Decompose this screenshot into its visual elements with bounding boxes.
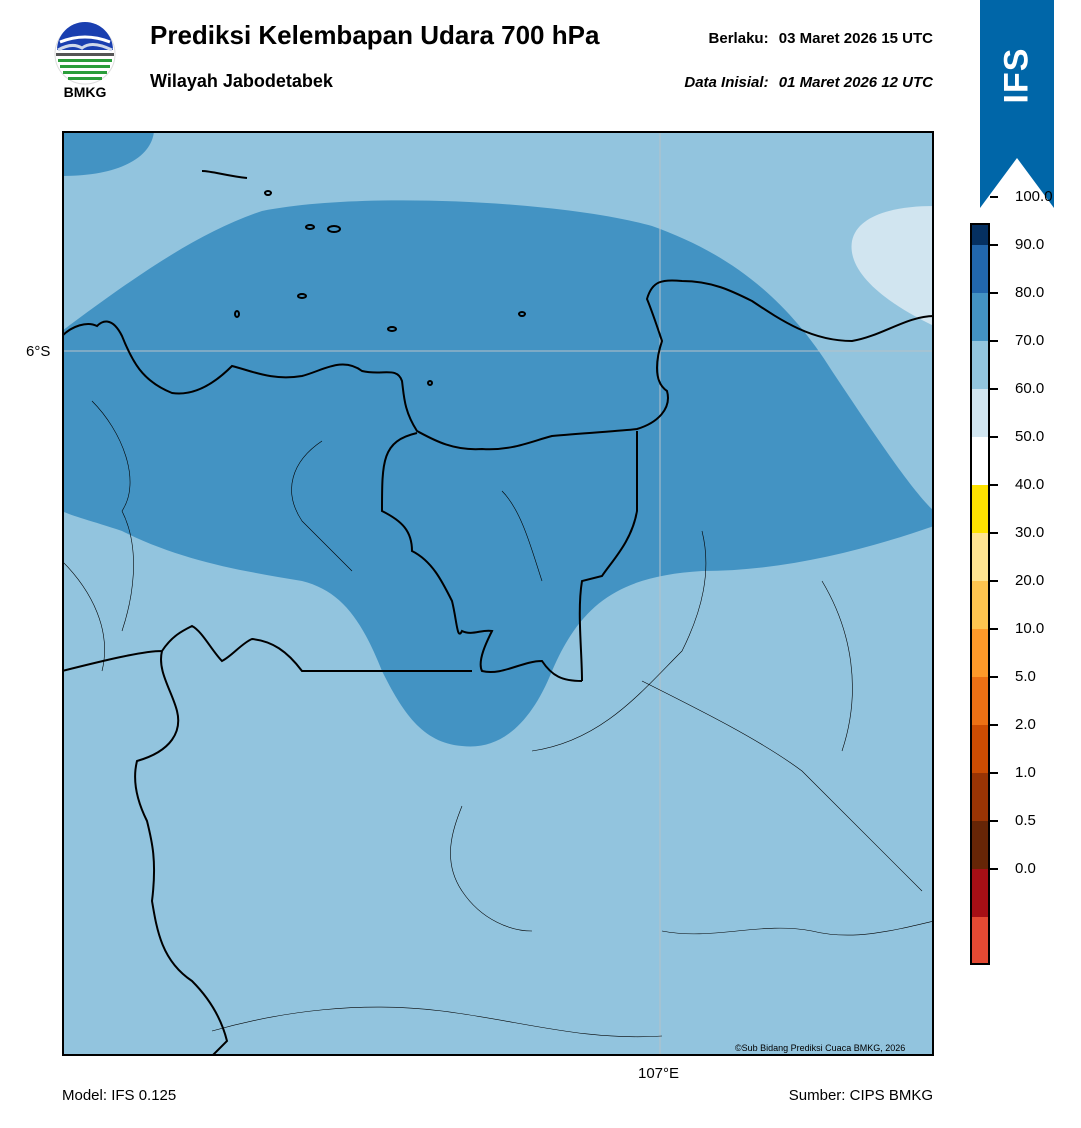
- colorbar-tick-mark: [990, 772, 998, 774]
- initial-label: Data Inisial:: [684, 74, 769, 91]
- logo-text: BMKG: [63, 84, 107, 100]
- valid-label: Berlaku:: [708, 30, 769, 47]
- colorbar-tick-mark: [990, 868, 998, 870]
- colorbar: [970, 223, 990, 965]
- colorbar-tick-label: 60.0: [1015, 380, 1045, 397]
- colorbar-tick-mark: [990, 292, 998, 294]
- colorbar-tick-label: 20.0: [1015, 572, 1045, 589]
- colorbar-segment: [970, 581, 990, 629]
- region-subtitle: Wilayah Jabodetabek: [150, 71, 333, 91]
- colorbar-tick-label: 30.0: [1015, 524, 1045, 541]
- colorbar-segment: [970, 485, 990, 533]
- colorbar-segment: [970, 223, 990, 245]
- valid-time: Berlaku: 03 Maret 2026 15 UTC: [709, 30, 933, 47]
- colorbar-tick-mark: [990, 628, 998, 630]
- source-info: Sumber: CIPS BMKG: [788, 1087, 933, 1104]
- thousand-islands: [201, 170, 526, 386]
- colorbar-tick-mark: [990, 244, 998, 246]
- initial-value: 01 Maret 2026 12 UTC: [778, 74, 933, 91]
- colorbar-segment: [970, 821, 990, 869]
- colorbar-tick-label: 80.0: [1015, 284, 1045, 301]
- colorbar-segment: [970, 917, 990, 965]
- model-info: Model: IFS 0.125: [62, 1087, 177, 1104]
- colorbar-tick-label: 10.0: [1015, 620, 1045, 637]
- colorbar-segment: [970, 437, 990, 485]
- regency-borders: [62, 400, 934, 1038]
- coastline: [62, 279, 934, 451]
- colorbar-tick-label: 70.0: [1015, 332, 1045, 349]
- colorbar-segment: [970, 245, 990, 293]
- band-70-80: [62, 200, 934, 747]
- latitude-label: 6°S: [26, 343, 51, 360]
- colorbar-tick-label: 0.0: [1015, 860, 1036, 877]
- colorbar-tick-mark: [990, 196, 998, 198]
- colorbar-segment: [970, 629, 990, 677]
- colorbar-tick-mark: [990, 580, 998, 582]
- colorbar-segment: [970, 389, 990, 437]
- colorbar-segment: [970, 773, 990, 821]
- colorbar-frame: [970, 223, 990, 965]
- colorbar-tick-label: 90.0: [1015, 236, 1045, 253]
- model-badge-text: IFS: [997, 47, 1036, 103]
- colorbar-tick-label: 5.0: [1015, 668, 1036, 685]
- model-badge: IFS: [980, 0, 1054, 150]
- colorbar-tick-mark: [990, 820, 998, 822]
- province-border-south: [62, 624, 472, 1056]
- colorbar-segment: [970, 533, 990, 581]
- colorbar-tick-mark: [990, 724, 998, 726]
- colorbar-tick-mark: [990, 340, 998, 342]
- longitude-label: 107°E: [638, 1065, 680, 1082]
- colorbar-tick-mark: [990, 388, 998, 390]
- colorbar-segment: [970, 869, 990, 917]
- valid-value: 03 Maret 2026 15 UTC: [778, 30, 933, 47]
- colorbar-tick-mark: [990, 676, 998, 678]
- province-border-west: [380, 432, 583, 682]
- humidity-map: [62, 131, 934, 1056]
- colorbar-tick-mark: [990, 484, 998, 486]
- colorbar-tick-label: 100.0: [1015, 188, 1053, 205]
- colorbar-tick-label: 40.0: [1015, 476, 1045, 493]
- colorbar-segment: [970, 725, 990, 773]
- band-50-60: [851, 206, 934, 326]
- colorbar-tick-label: 1.0: [1015, 764, 1036, 781]
- colorbar-segment: [970, 293, 990, 341]
- colorbar-tick-label: 0.5: [1015, 812, 1036, 829]
- model-ribbon: [980, 0, 1054, 208]
- copyright-note: ©Sub Bidang Prediksi Cuaca BMKG, 2026: [735, 1043, 906, 1053]
- colorbar-tick-mark: [990, 436, 998, 438]
- province-border-jakarta: [578, 431, 638, 682]
- colorbar-tick-label: 50.0: [1015, 428, 1045, 445]
- band-70-80-corner: [62, 131, 154, 176]
- page-title: Prediksi Kelembapan Udara 700 hPa: [150, 20, 600, 50]
- colorbar-tick-mark: [990, 532, 998, 534]
- bmkg-logo: [54, 22, 116, 85]
- initial-time: Data Inisial: 01 Maret 2026 12 UTC: [684, 74, 933, 91]
- colorbar-segment: [970, 677, 990, 725]
- colorbar-tick-label: 2.0: [1015, 716, 1036, 733]
- map-frame: [62, 131, 934, 1056]
- colorbar-segment: [970, 341, 990, 389]
